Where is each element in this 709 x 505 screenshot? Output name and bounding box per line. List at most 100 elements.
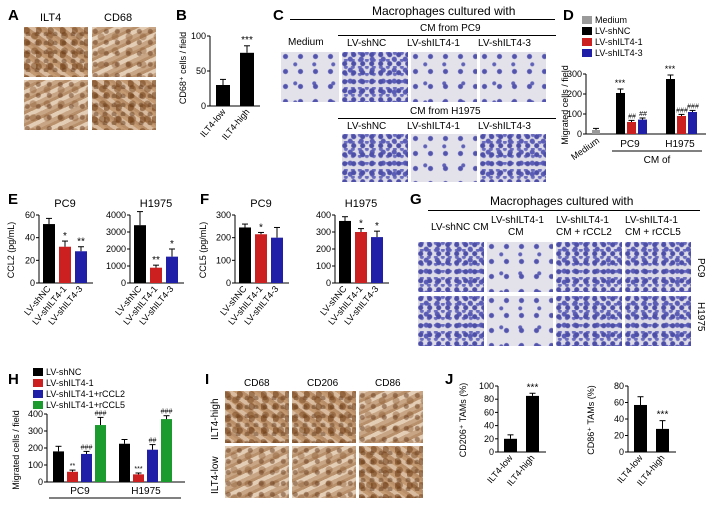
chart-h-x-label: H1975 — [131, 486, 161, 497]
chart-e-pc9-bar — [75, 251, 87, 283]
chart-e-h1975-y-tick-label: 1000 — [106, 261, 126, 271]
chart-d-significance: *** — [615, 78, 626, 88]
chart-d: MediumLV-shNCLV-shILT4-1LV-shILT4-301002… — [560, 15, 706, 166]
chart-f: 0100200300PC9*LV-shNCLV-shILT4-1LV-shILT… — [198, 198, 389, 327]
chart-h-significance: ## — [149, 438, 157, 445]
chart-j-cd206-bar — [504, 438, 517, 452]
chart-e-pc9-bar — [43, 224, 55, 283]
ihc-image-a-4 — [92, 80, 156, 130]
panel-g-col-4b: CM + rCCL5 — [625, 227, 681, 238]
chart-b-significance: *** — [241, 35, 253, 46]
migration-image-c-h1975-3 — [480, 134, 546, 182]
ihc-image-a-2 — [92, 27, 156, 77]
chart-e-h1975-title: H1975 — [140, 198, 172, 210]
chart-e-y-label: CCL2 (pg/mL) — [6, 222, 16, 279]
chart-j-cd206-y-tick-label: 0 — [489, 447, 494, 457]
chart-h-significance: ** — [70, 463, 76, 470]
panel-i-row-high: ILT4-high — [210, 398, 221, 440]
chart-h: LV-shNCLV-shILT4-1LV-shILT4-1+rCCL2LV-sh… — [11, 367, 185, 499]
chart-e-h1975-significance: * — [170, 239, 174, 250]
chart-f-y-label: CCL5 (pg/mL) — [198, 222, 208, 279]
panel-label-a: A — [8, 7, 19, 24]
chart-h-significance: ### — [95, 410, 107, 417]
chart-j-cd206-y-tick-label: 60 — [484, 407, 494, 417]
chart-f-pc9-y-tick-label: 300 — [216, 210, 231, 220]
chart-h-y-tick-label: 0 — [38, 477, 43, 487]
chart-j-cd86-significance: *** — [657, 410, 669, 421]
chart-h-legend-swatch — [33, 390, 43, 398]
chart-d-bar — [666, 79, 675, 134]
chart-e-pc9-title: PC9 — [54, 198, 75, 210]
chart-d-legend-label: LV-shILT4-1 — [595, 37, 643, 47]
panel-g-title: Macrophages cultured with — [490, 194, 634, 208]
chart-d-y-tick-label: 200 — [567, 89, 582, 99]
chart-d-hash: ## — [628, 113, 636, 120]
chart-h-y-tick-label: 100 — [28, 460, 43, 470]
chart-d-y-tick-label: 0 — [577, 129, 582, 139]
chart-d-y-tick-label: 300 — [567, 69, 582, 79]
chart-e: 0204060PC9***LV-shNCLV-shILT4-1LV-shILT4… — [6, 198, 184, 327]
chart-f-h1975-bar — [339, 220, 351, 283]
chart-h-y-tick-label: 200 — [28, 443, 43, 453]
chart-d-legend-swatch — [582, 49, 592, 57]
chart-h-x-label: PC9 — [70, 486, 90, 497]
chart-f-pc9-y-tick-label: 100 — [216, 255, 231, 265]
panel-g-col-3: LV-shILT4-1 — [556, 215, 609, 226]
migration-image-c-h1975-2 — [411, 134, 477, 182]
chart-e-pc9-y-tick-label: 0 — [30, 278, 35, 288]
chart-b-y-tick-label: 50 — [196, 66, 206, 76]
migration-image-c-pc9-1 — [342, 52, 408, 102]
migration-image-c-pc9-2 — [411, 52, 477, 102]
chart-f-pc9-bar — [239, 227, 251, 283]
chart-e-pc9-y-tick-label: 60 — [25, 210, 35, 220]
chart-d-legend-swatch — [582, 38, 592, 46]
chart-j-cd206-y-tick-label: 100 — [479, 381, 494, 391]
chart-d-x-label: H1975 — [665, 139, 695, 150]
migration-image-g-h1975-1 — [418, 296, 484, 346]
chart-e-pc9-y-tick-label: 40 — [25, 233, 35, 243]
panel-i-row-low: ILT4-low — [210, 456, 221, 494]
chart-d-hash: ### — [687, 103, 699, 110]
panel-g-col-2: LV-shILT4-1 — [491, 215, 544, 226]
migration-image-g-h1975-2 — [487, 296, 553, 346]
chart-f-h1975-y-tick-label: 300 — [316, 227, 331, 237]
chart-j-cd86-y-tick-label: 0 — [619, 447, 624, 457]
chart-h-y-label: Migrated cells / field — [11, 410, 21, 490]
panel-label-e: E — [8, 191, 19, 208]
chart-j-cd206-y-label: CD206⁺ TAMs (%) — [458, 383, 468, 457]
chart-f-h1975-title: H1975 — [345, 198, 377, 210]
panel-c-cm-h1975: CM from H1975 — [410, 106, 481, 117]
migration-image-g-h1975-3 — [556, 296, 622, 346]
chart-d-bar — [627, 122, 636, 134]
ihc-image-i-3 — [359, 391, 423, 443]
chart-d-bar — [638, 119, 647, 134]
chart-f-h1975-y-tick-label: 100 — [316, 261, 331, 271]
ihc-image-a-3 — [24, 80, 88, 130]
chart-e-h1975-y-tick-label: 4000 — [106, 210, 126, 220]
chart-e-h1975-bar — [134, 225, 146, 283]
chart-j-cd206-y-tick-label: 40 — [484, 421, 494, 431]
panel-label-g: G — [410, 191, 422, 208]
chart-f-h1975-significance: * — [359, 219, 363, 230]
panel-c-col-3b: LV-shILT4-3 — [478, 121, 531, 132]
chart-d-legend-swatch — [582, 16, 592, 24]
chart-h-bar — [119, 443, 130, 482]
chart-f-pc9-bar — [271, 237, 283, 283]
panel-label-h: H — [8, 371, 19, 388]
chart-h-bar — [67, 471, 78, 482]
chart-h-y-tick-label: 300 — [28, 426, 43, 436]
chart-d-cm-of: CM of — [644, 155, 671, 166]
panel-i-col-cd206: CD206 — [307, 378, 339, 389]
chart-f-h1975-y-tick-label: 200 — [316, 244, 331, 254]
ihc-image-i-5 — [292, 446, 356, 498]
chart-f-h1975-significance: * — [375, 221, 379, 232]
chart-d-legend-label: Medium — [595, 15, 627, 25]
chart-h-bar — [161, 419, 172, 482]
chart-h-legend-swatch — [33, 401, 43, 409]
panel-c-title-line — [290, 19, 555, 20]
chart-d-bar — [688, 112, 697, 134]
chart-e-pc9-bar — [59, 246, 71, 283]
chart-j-cd206-y-tick-label: 80 — [484, 394, 494, 404]
chart-d-y-label: Migrated cells / field — [560, 65, 570, 145]
